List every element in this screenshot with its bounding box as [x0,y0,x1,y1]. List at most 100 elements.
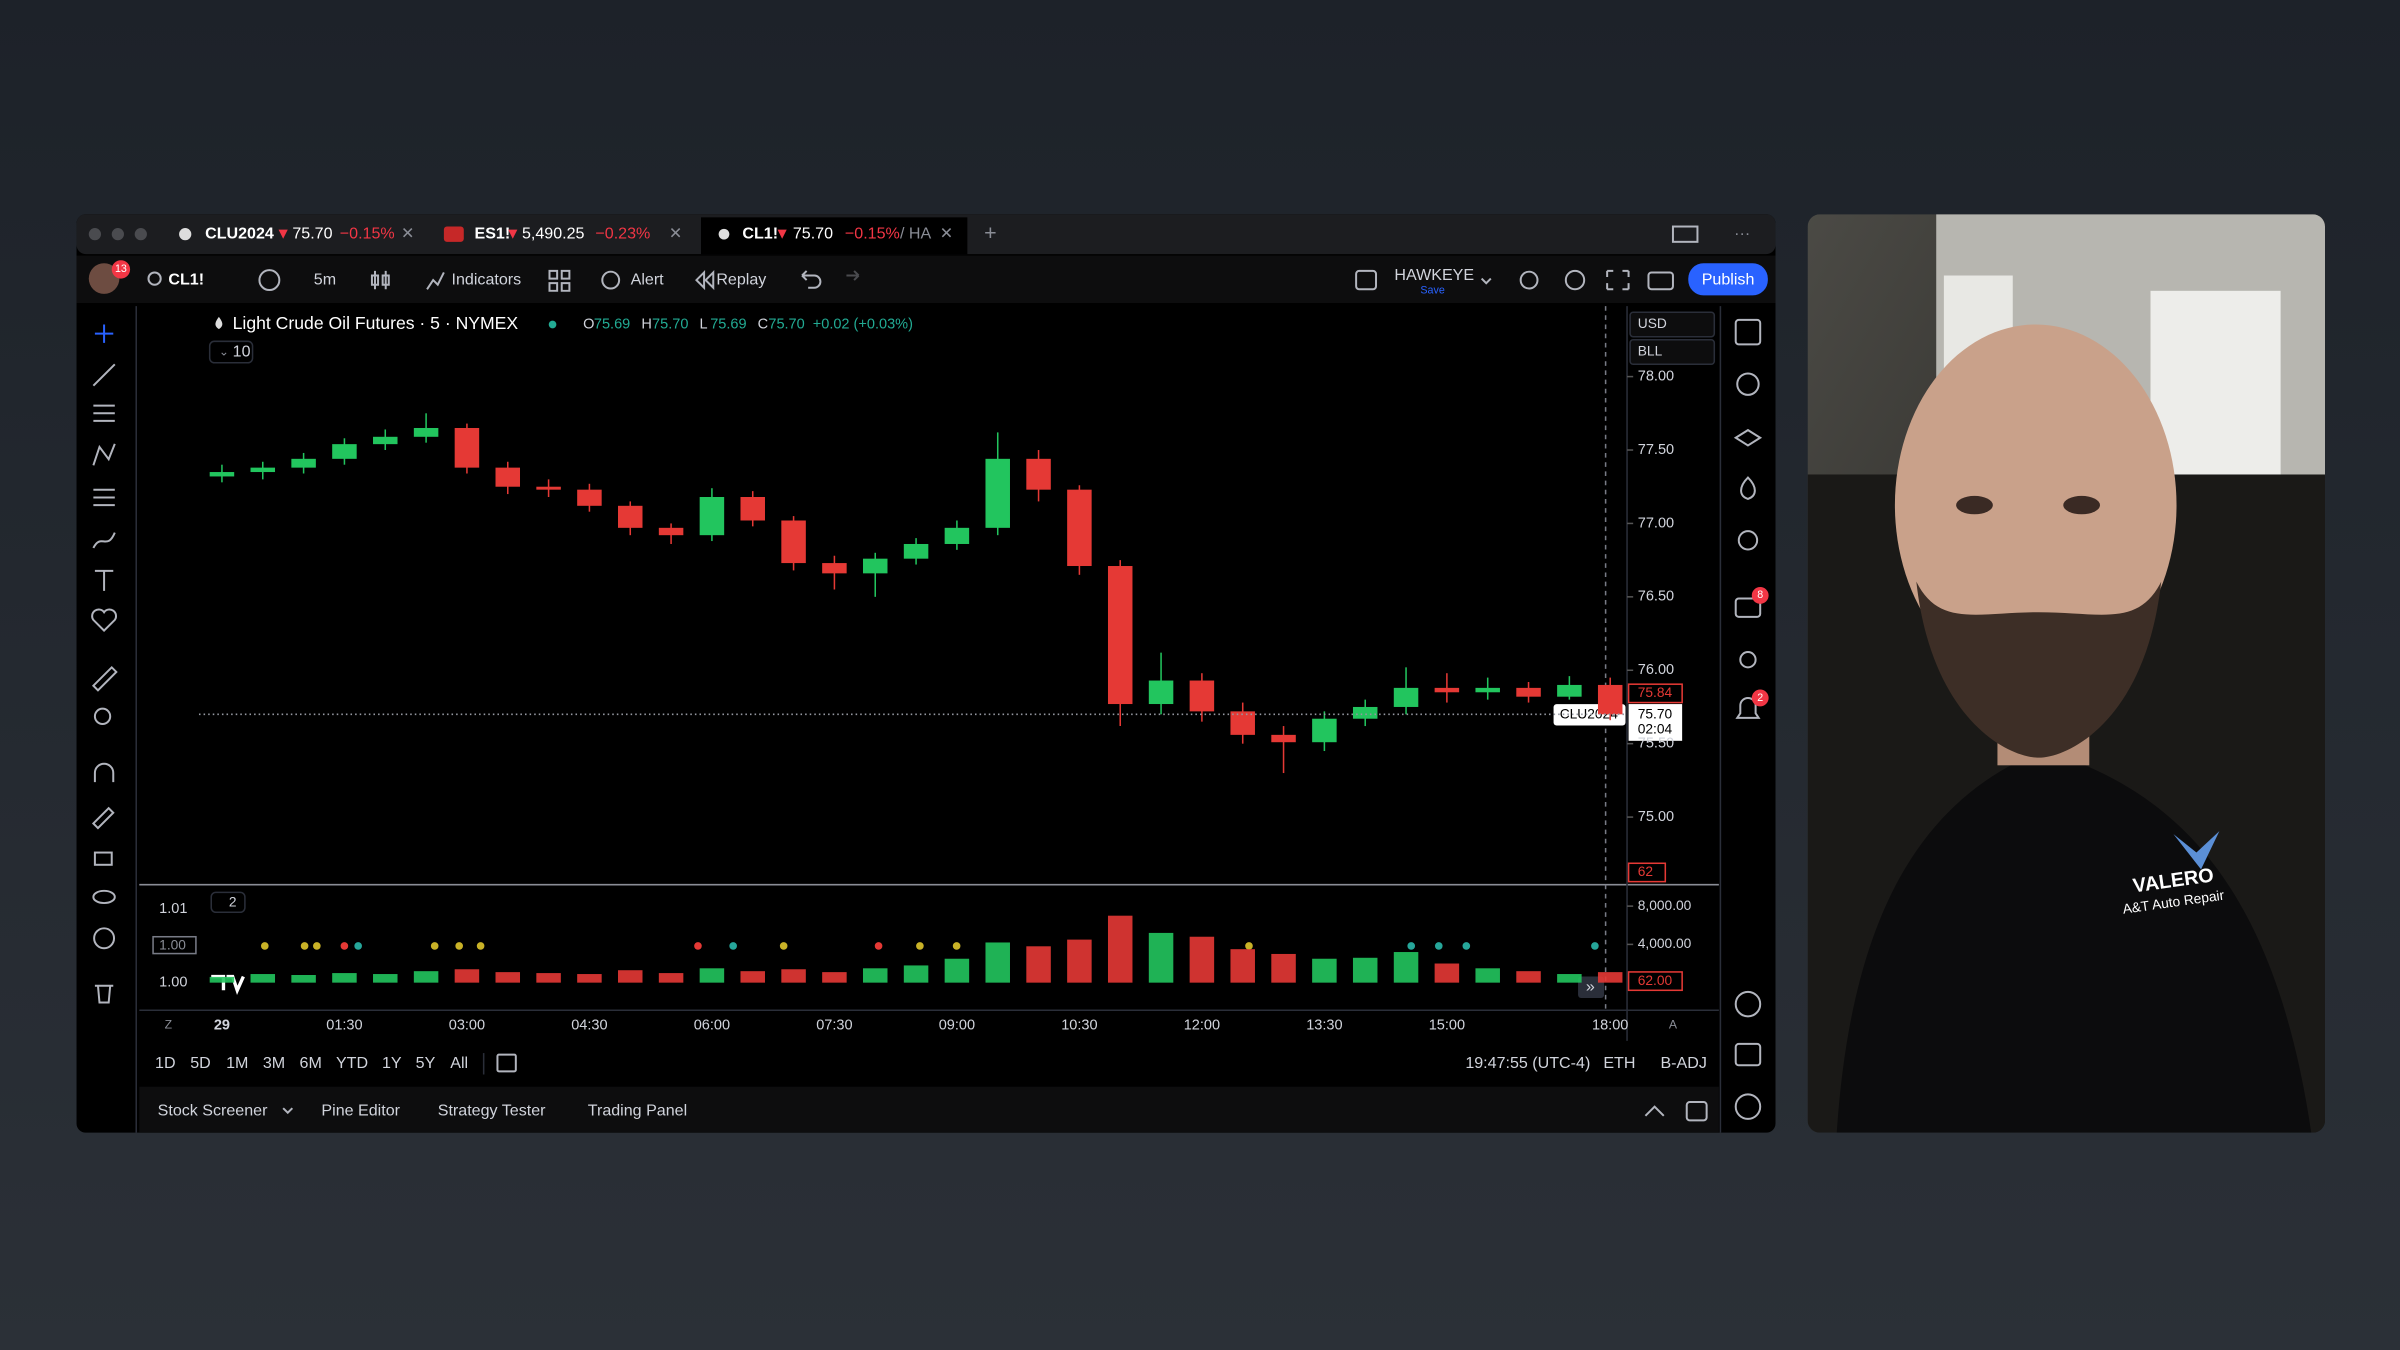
window-zoom[interactable] [134,228,147,241]
replay-button[interactable]: Replay [716,270,766,288]
trendline-tool[interactable] [92,363,116,387]
indicators-button[interactable]: Indicators [452,270,522,288]
help-icon[interactable] [1734,1093,1762,1120]
quick-search-icon[interactable] [1519,270,1539,290]
down-arrow [278,229,288,239]
zoom-tool[interactable] [93,707,112,725]
window-close[interactable] [88,228,102,241]
bottom-tab[interactable]: Trading Panel [588,1101,687,1119]
signal-dot [952,942,961,950]
volume-bar [740,971,765,983]
volume-bar [454,969,480,983]
tab[interactable]: ES1! 5,490.25 −0.23% ✕ [443,224,682,242]
session[interactable]: ETH [1603,1054,1635,1072]
collapse-box[interactable] [208,340,254,364]
pattern-tool[interactable] [92,443,116,466]
date-range-icon[interactable] [496,1053,517,1073]
screen-icon[interactable] [1671,225,1699,243]
delete-tool[interactable] [94,984,114,1004]
chat-icon[interactable] [1734,597,1762,618]
symbol-icon [215,316,223,330]
redo-icon[interactable] [846,270,860,281]
streams-icon[interactable] [1739,651,1757,669]
favorites-tool[interactable] [91,608,118,633]
range-button[interactable]: 1D [155,1054,176,1072]
alerts-icon[interactable] [1736,372,1760,396]
bottom-tab[interactable]: Pine Editor [321,1101,400,1119]
layout-icon[interactable] [1355,269,1378,291]
more-icon[interactable]: ··· [1734,224,1750,242]
ideas-icon[interactable] [1737,530,1759,551]
scroll-right-button[interactable] [1578,976,1605,998]
range-button[interactable]: 5Y [416,1054,436,1072]
fib-tool[interactable] [93,404,115,422]
new-tab-icon[interactable]: + [984,221,997,245]
measure-tool[interactable] [91,665,118,692]
calendar-icon[interactable] [1734,1042,1762,1067]
symbol-search[interactable]: CL1! [168,270,204,288]
settings-icon[interactable] [1564,269,1586,291]
head [1894,324,2177,686]
dom-icon[interactable] [1734,990,1762,1018]
expand-icon[interactable] [1644,1105,1665,1117]
candle-body [1393,687,1419,707]
window-minimize[interactable] [111,228,124,241]
brush-tool[interactable] [92,532,116,549]
hotlist-icon[interactable] [1740,476,1756,501]
undo-icon[interactable] [801,270,822,289]
snapshot-icon[interactable] [1647,271,1674,291]
clock[interactable]: 19:47:55 (UTC-4) [1465,1054,1590,1072]
range-button[interactable]: 6M [300,1054,322,1072]
collapse-box[interactable] [210,891,246,914]
text-tool[interactable] [94,569,114,591]
candle-body [1434,687,1460,693]
active-tab[interactable] [701,217,968,255]
tab-symbol: CL1! [742,224,778,242]
magnet-tool[interactable] [93,762,115,783]
currency-select[interactable] [1629,311,1716,338]
hide-tool[interactable] [92,889,116,905]
unit-select[interactable] [1629,339,1716,366]
projection-tool[interactable] [93,488,115,507]
tab-close-icon[interactable]: ✕ [669,224,682,242]
crosshair-tool[interactable] [94,324,114,343]
range-button[interactable]: YTD [336,1054,368,1072]
adjustment[interactable]: B-ADJ [1660,1054,1706,1072]
menu-chevron[interactable] [282,1107,294,1115]
maximize-icon[interactable] [1685,1101,1708,1122]
object-tree-tool[interactable] [93,927,116,950]
watchlist-icon[interactable] [1734,318,1762,346]
tab-close-icon[interactable]: ✕ [401,224,414,242]
tab[interactable]: CLU2024 75.70 −0.15% ✕ [179,224,414,242]
layout-menu-icon[interactable] [1480,277,1492,285]
publish-button[interactable] [1688,263,1768,296]
range-button[interactable]: 5D [190,1054,211,1072]
lock-tool[interactable] [93,851,113,866]
alert-button[interactable]: Alert [631,270,665,288]
range-button[interactable]: 3M [263,1054,285,1072]
notifications-icon[interactable] [1735,697,1761,719]
data-window-icon[interactable] [1733,428,1763,447]
range-button[interactable]: 1M [226,1054,248,1072]
chart-type-icon[interactable] [370,270,390,290]
tab-close-icon[interactable]: ✕ [940,224,953,242]
stay-drawing-tool[interactable] [91,806,115,830]
layout-save[interactable]: Save [1420,285,1444,297]
interval-button[interactable]: 5m [314,270,336,288]
avatar[interactable] [88,263,120,294]
bottom-tab[interactable]: Strategy Tester [438,1101,546,1119]
compare-icon[interactable] [258,269,281,292]
layouts-icon[interactable] [548,269,571,292]
volume-bar [658,973,684,983]
scale-mode[interactable]: Z [165,1018,173,1032]
search-icon[interactable] [147,271,162,286]
layout-name[interactable]: HAWKEYE [1394,266,1474,284]
volume-tag [1627,971,1683,992]
volume-bar [1597,972,1623,983]
scale-mode[interactable]: A [1669,1018,1678,1032]
range-button[interactable]: All [450,1054,468,1072]
fullscreen-icon[interactable] [1606,269,1630,291]
range-button[interactable]: 1Y [382,1054,402,1072]
volume-bar [1148,932,1174,983]
bottom-tab[interactable]: Stock Screener [158,1101,268,1119]
